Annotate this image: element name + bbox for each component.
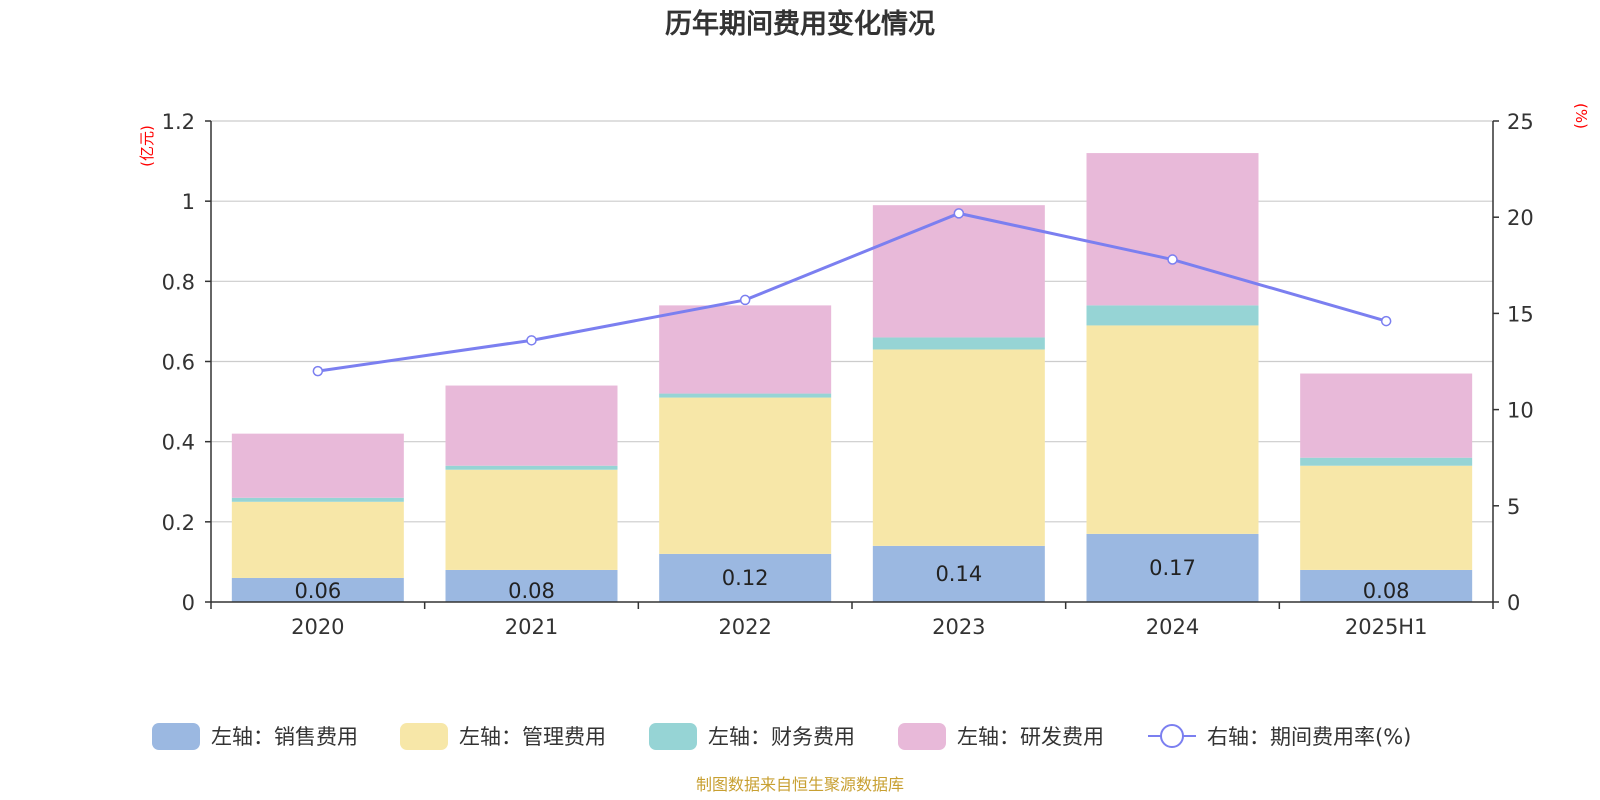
bar-segment-2 bbox=[445, 465, 618, 470]
bar-segment-0 bbox=[659, 553, 832, 602]
left-axis-tick-label: 1.2 bbox=[162, 110, 195, 134]
legend-label-4: 右轴：期间费用率(%) bbox=[1207, 725, 1411, 749]
rate-point bbox=[739, 294, 751, 306]
axes-group: 0 0.2 0.4 0.6 0.8 1 1.2 0 5 10 15 20 25 2020 2021 2022 2… bbox=[162, 110, 1534, 639]
legend-swatch-1 bbox=[400, 723, 448, 750]
right-axis-tick-label: 25 bbox=[1507, 110, 1534, 134]
x-axis-tick-label: 2020 bbox=[291, 615, 344, 639]
bar-segment-0 bbox=[231, 577, 404, 602]
rate-line bbox=[317, 211, 1387, 373]
bars-group bbox=[231, 153, 1473, 602]
right-axis-tick-label: 0 bbox=[1507, 591, 1520, 615]
left-axis-tick-label: 0.4 bbox=[162, 431, 195, 455]
bar-data-label: 0.06 bbox=[294, 579, 341, 603]
bar-segment-2 bbox=[659, 393, 832, 398]
x-axis-tick-label: 2023 bbox=[932, 615, 985, 639]
legend: 左轴：销售费用 左轴：管理费用 左轴：财务费用 左轴：研发费用 右轴：期间费用率(%) bbox=[152, 723, 1411, 750]
rate-point bbox=[526, 335, 537, 346]
left-axis-unit: (亿元) bbox=[138, 125, 156, 167]
legend-swatch-0 bbox=[152, 723, 200, 750]
right-axis-tick-label: 5 bbox=[1507, 495, 1520, 519]
x-axis-tick-label: 2021 bbox=[505, 615, 558, 639]
legend-label-3: 左轴：研发费用 bbox=[957, 725, 1104, 749]
left-axis-tick-label: 0 bbox=[182, 591, 195, 615]
bar-segment-2 bbox=[872, 337, 1045, 350]
legend-label-0: 左轴：销售费用 bbox=[211, 725, 358, 749]
bar-data-label: 0.14 bbox=[935, 562, 982, 586]
bar-segment-3 bbox=[231, 433, 404, 498]
legend-swatch-3 bbox=[898, 723, 946, 750]
x-axis-tick-label: 2025H1 bbox=[1345, 615, 1428, 639]
bar-segment-1 bbox=[231, 501, 404, 578]
bar-segment-0 bbox=[872, 545, 1045, 602]
rate-point bbox=[1167, 254, 1178, 265]
rate-point bbox=[953, 208, 965, 219]
bar-segment-0 bbox=[1086, 533, 1259, 602]
bar-segment-2 bbox=[1300, 457, 1473, 466]
rate-point bbox=[312, 365, 324, 377]
left-axis-tick-label: 0.8 bbox=[162, 270, 195, 294]
right-axis-unit: (%) bbox=[1572, 103, 1590, 129]
left-axis-tick-label: 0.6 bbox=[162, 351, 195, 375]
legend-label-2: 左轴：财务费用 bbox=[708, 725, 855, 749]
bar-segment-3 bbox=[1086, 153, 1259, 306]
grid-lines bbox=[211, 120, 1493, 523]
bar-segment-3 bbox=[659, 305, 832, 394]
bar-segment-0 bbox=[445, 569, 618, 602]
rate-line-group bbox=[312, 208, 1392, 377]
bar-segment-2 bbox=[231, 497, 404, 502]
x-axis-tick-label: 2022 bbox=[718, 615, 771, 639]
chart-title: 历年期间费用变化情况 bbox=[665, 8, 935, 40]
data-labels-group: 0.06 0.08 0.12 0.14 0.17 0.08 bbox=[294, 556, 1409, 603]
bar-segment-2 bbox=[1086, 305, 1259, 326]
bar-segment-1 bbox=[1300, 465, 1473, 570]
bar-segment-3 bbox=[445, 385, 618, 466]
legend-label-1: 左轴：管理费用 bbox=[459, 725, 606, 749]
bar-data-label: 0.17 bbox=[1149, 556, 1196, 580]
x-axis-tick-label: 2024 bbox=[1146, 615, 1199, 639]
bar-segment-3 bbox=[1300, 373, 1473, 458]
bar-segment-1 bbox=[659, 397, 832, 554]
bar-segment-1 bbox=[1086, 325, 1259, 534]
bar-data-label: 0.08 bbox=[508, 579, 555, 603]
rate-point bbox=[1380, 315, 1392, 327]
bar-data-label: 0.08 bbox=[1363, 579, 1410, 603]
right-axis-tick-label: 20 bbox=[1507, 206, 1534, 230]
bar-segment-1 bbox=[445, 469, 618, 570]
bar-segment-0 bbox=[1300, 569, 1473, 602]
right-axis-tick-label: 10 bbox=[1507, 399, 1534, 423]
source-note: 制图数据来自恒生聚源数据库 bbox=[696, 775, 904, 794]
legend-swatch-2 bbox=[649, 723, 697, 750]
right-axis-tick-label: 15 bbox=[1507, 302, 1534, 326]
left-axis-tick-label: 1 bbox=[182, 190, 195, 214]
left-axis-tick-label: 0.2 bbox=[162, 511, 195, 535]
bar-segment-1 bbox=[872, 349, 1045, 546]
bar-data-label: 0.12 bbox=[722, 566, 769, 590]
legend-swatch-marker bbox=[1160, 724, 1184, 748]
